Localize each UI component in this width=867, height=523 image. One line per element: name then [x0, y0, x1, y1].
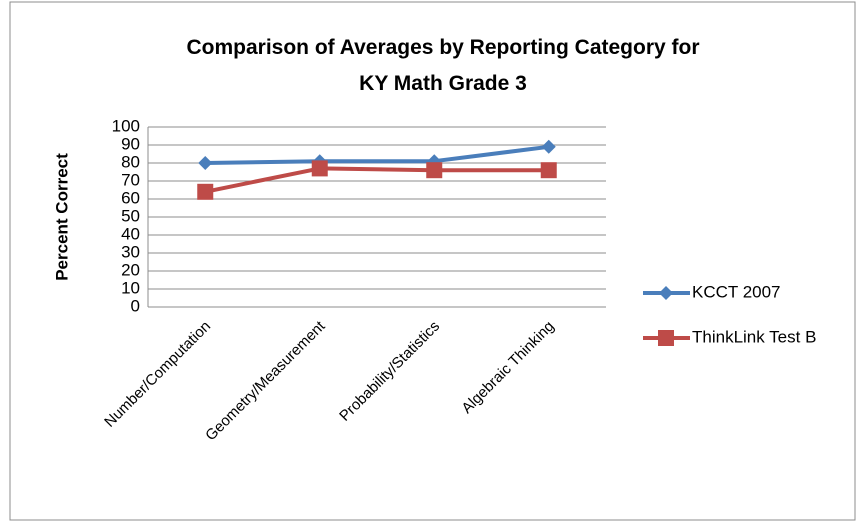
marker [311, 160, 328, 177]
y-tick-label: 80 [121, 152, 140, 171]
marker [658, 330, 674, 346]
y-axis-label: Percent Correct [52, 153, 71, 281]
y-tick-label: 100 [112, 116, 140, 135]
legend-label: KCCT 2007 [692, 282, 781, 301]
y-tick-label: 0 [131, 296, 140, 315]
y-tick-label: 20 [121, 260, 140, 279]
marker [540, 162, 557, 179]
series-line [205, 144, 549, 165]
y-tick-label: 30 [121, 242, 140, 261]
marker [659, 286, 673, 300]
marker [198, 156, 213, 170]
legend-label: ThinkLink Test B [692, 327, 816, 346]
y-tick-label: 40 [121, 224, 140, 243]
y-tick-label: 70 [121, 170, 140, 189]
chart-title: Comparison of Averages by Reporting Cate… [186, 36, 699, 59]
series-line [204, 166, 549, 194]
y-tick-label: 90 [121, 134, 140, 153]
marker [541, 139, 556, 154]
chart-title: KY Math Grade 3 [359, 72, 527, 95]
marker [426, 162, 443, 179]
y-tick-label: 50 [121, 206, 140, 225]
y-tick-label: 10 [121, 278, 140, 297]
chart-border [9, 1, 856, 521]
marker [197, 183, 214, 200]
y-tick-label: 60 [121, 188, 140, 207]
